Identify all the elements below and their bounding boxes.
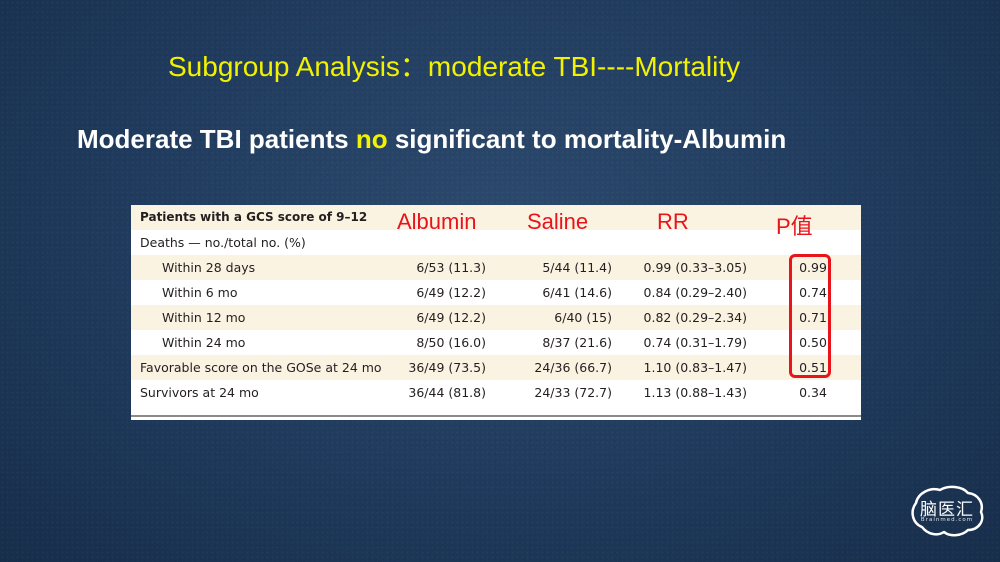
row-label: Within 24 mo: [162, 335, 246, 350]
albumin-value: 8/50 (16.0): [416, 335, 486, 350]
albumin-value: 6/49 (12.2): [416, 310, 486, 325]
p-value: 0.99: [799, 260, 827, 275]
slide-subtitle: Subgroup Analysis：moderate TBI----Mortal…: [168, 51, 741, 82]
saline-value: 24/36 (66.7): [534, 360, 612, 375]
rr-value: 0.84 (0.29–2.40): [643, 285, 747, 300]
table-deaths-row: Deaths — no./total no. (%): [131, 230, 861, 255]
saline-value: 24/33 (72.7): [534, 385, 612, 400]
logo-subtext: Brainmed.com: [920, 517, 974, 523]
headline-highlight: no: [355, 124, 388, 154]
headline-text-before: Moderate TBI patients: [77, 124, 356, 154]
p-value: 0.51: [799, 360, 827, 375]
saline-value: 5/44 (11.4): [542, 260, 612, 275]
brainmed-logo: 脑医汇 Brainmed.com: [908, 483, 986, 539]
p-value-highlight-box: [789, 254, 831, 378]
slide-headline: Moderate TBI patients no significant to …: [77, 124, 786, 155]
table-row: Within 6 mo 6/49 (12.2) 6/41 (14.6) 0.84…: [131, 280, 861, 305]
p-value: 0.50: [799, 335, 827, 350]
rr-column-header: RR: [657, 209, 689, 234]
saline-value: 6/41 (14.6): [542, 285, 612, 300]
rr-value: 1.10 (0.83–1.47): [643, 360, 747, 375]
deaths-label: Deaths — no./total no. (%): [140, 235, 306, 250]
table-bottom-rule: [131, 415, 861, 417]
row-label: Survivors at 24 mo: [140, 385, 259, 400]
table-section-row: Patients with a GCS score of 9–12: [131, 205, 861, 230]
albumin-column-header: Albumin: [397, 209, 477, 234]
table-row: Favorable score on the GOSe at 24 mo 36/…: [131, 355, 861, 380]
table-row: Survivors at 24 mo 36/44 (81.8) 24/33 (7…: [131, 380, 861, 405]
rr-value: 0.74 (0.31–1.79): [643, 335, 747, 350]
rr-value: 0.99 (0.33–3.05): [643, 260, 747, 275]
table-row: Within 28 days 6/53 (11.3) 5/44 (11.4) 0…: [131, 255, 861, 280]
albumin-value: 36/44 (81.8): [408, 385, 486, 400]
albumin-value: 6/53 (11.3): [416, 260, 486, 275]
row-label: Within 28 days: [162, 260, 256, 275]
saline-value: 6/40 (15): [554, 310, 612, 325]
results-table: Patients with a GCS score of 9–12 Deaths…: [131, 205, 861, 420]
row-label: Within 6 mo: [162, 285, 238, 300]
p-value: 0.71: [799, 310, 827, 325]
albumin-value: 36/49 (73.5): [408, 360, 486, 375]
rr-value: 1.13 (0.88–1.43): [643, 385, 747, 400]
headline-text-after: significant to mortality-Albumin: [387, 124, 787, 154]
p-column-header: P值: [776, 214, 813, 239]
p-value: 0.34: [799, 385, 827, 400]
saline-value: 8/37 (21.6): [542, 335, 612, 350]
logo-text: 脑医汇: [920, 500, 974, 520]
p-value: 0.74: [799, 285, 827, 300]
rr-value: 0.82 (0.29–2.34): [643, 310, 747, 325]
table-row: Within 12 mo 6/49 (12.2) 6/40 (15) 0.82 …: [131, 305, 861, 330]
brain-outline-logo-icon: [911, 485, 984, 537]
saline-column-header: Saline: [527, 209, 589, 234]
albumin-value: 6/49 (12.2): [416, 285, 486, 300]
row-label: Within 12 mo: [162, 310, 246, 325]
row-label: Favorable score on the GOSe at 24 mo: [140, 360, 382, 375]
table-row: Within 24 mo 8/50 (16.0) 8/37 (21.6) 0.7…: [131, 330, 861, 355]
section-title: Patients with a GCS score of 9–12: [140, 210, 368, 224]
